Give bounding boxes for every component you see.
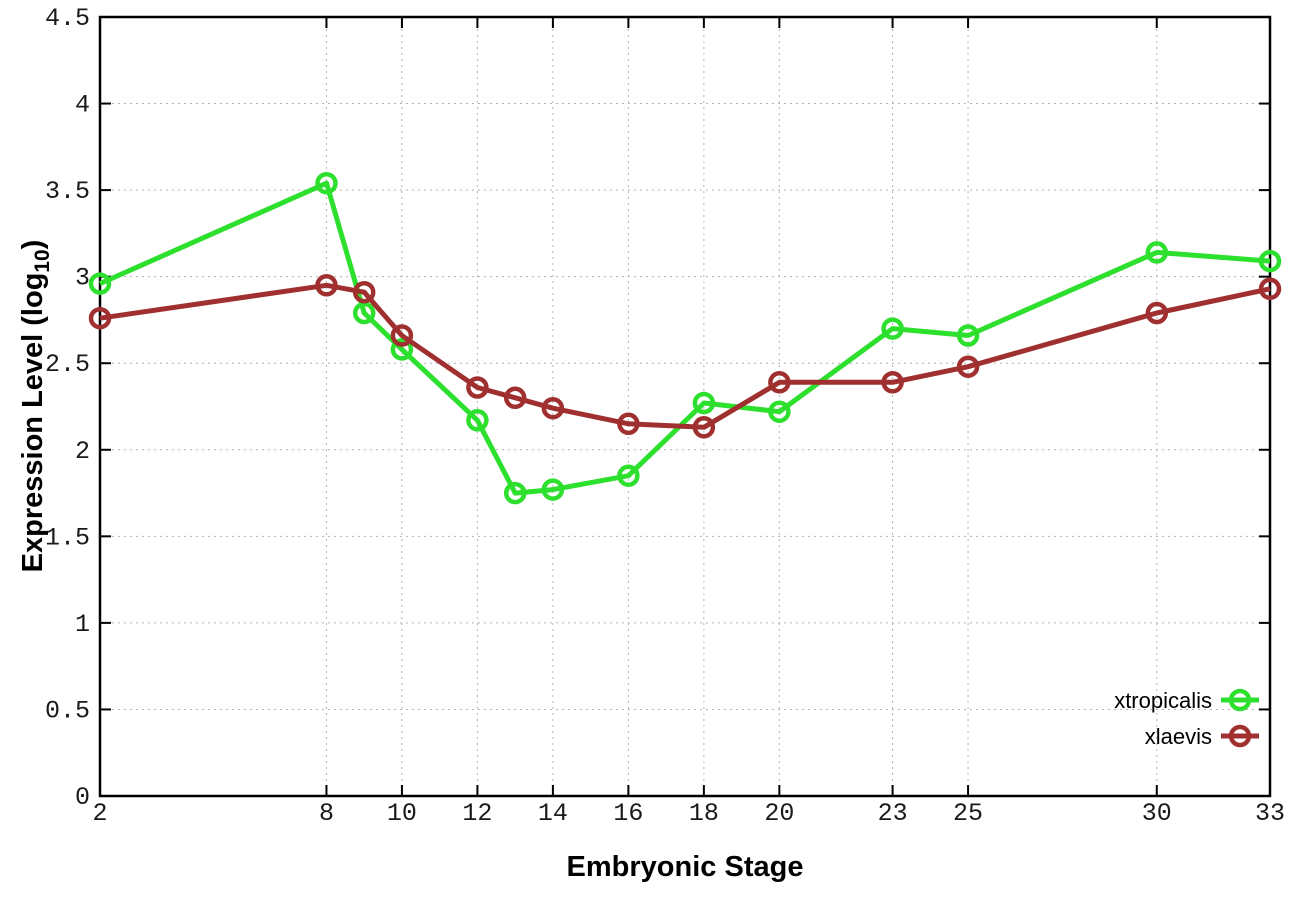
x-tick-labels: 2 8 10 12 14 16 18 20 23 25 30 33	[92, 799, 1285, 828]
y-tick-labels: 0 0.5 1 1.5 2 2.5 3 3.5 4 4.5	[45, 4, 90, 812]
series-xlaevis	[88, 274, 1282, 439]
y-tick-label: 3	[75, 264, 90, 293]
x-tick-label: 10	[387, 799, 417, 828]
x-tick-label: 30	[1142, 799, 1172, 828]
x-tick-label: 14	[538, 799, 568, 828]
x-tick-label: 33	[1255, 799, 1285, 828]
data-point-marker	[315, 171, 338, 195]
data-point-marker	[315, 274, 338, 297]
data-point-marker	[88, 306, 112, 330]
legend-marker-icon	[1228, 688, 1252, 712]
data-point-marker	[503, 386, 527, 410]
legend: xtropicalis xlaevis	[1114, 688, 1259, 749]
y-tick-label: 0.5	[45, 696, 90, 725]
data-point-marker	[881, 317, 904, 340]
data-point-marker	[1145, 241, 1169, 264]
legend-marker-icon	[1228, 724, 1252, 748]
data-point-marker	[956, 355, 980, 378]
x-tick-label: 8	[319, 799, 334, 828]
data-point-marker	[88, 272, 112, 295]
data-point-marker	[1145, 301, 1169, 325]
y-tick-label: 4.5	[45, 4, 90, 33]
y-axis-title: Expression Level (log10)	[17, 240, 55, 573]
legend-item-xlaevis: xlaevis	[1145, 724, 1259, 749]
data-point-marker	[692, 391, 716, 415]
tick-marks	[99, 16, 1271, 797]
data-point-marker	[352, 280, 376, 304]
data-point-marker	[768, 371, 791, 394]
x-tick-label: 16	[613, 799, 643, 828]
legend-label: xtropicalis	[1114, 688, 1212, 713]
data-point-marker	[768, 400, 791, 423]
series-line-xlaevis	[99, 282, 1271, 430]
x-tick-label: 23	[878, 799, 908, 828]
data-point-marker	[692, 416, 716, 439]
x-tick-label: 12	[462, 799, 492, 828]
gridlines	[99, 16, 1271, 797]
series-xtropicalis	[88, 171, 1282, 505]
data-point-marker	[541, 478, 565, 501]
y-tick-label: 0	[75, 783, 90, 812]
y-tick-label: 4	[75, 91, 90, 120]
data-point-marker	[1258, 277, 1282, 301]
plot-border	[98, 15, 1272, 798]
series-line-xtropicalis	[98, 180, 1271, 496]
data-point-marker	[541, 396, 565, 420]
data-point-marker	[617, 412, 640, 436]
data-point-marker	[466, 409, 489, 432]
x-axis-title: Embryonic Stage	[566, 851, 804, 883]
y-tick-label: 2.5	[45, 350, 90, 379]
data-point-marker	[503, 481, 527, 505]
x-tick-label: 20	[764, 799, 794, 828]
data-point-marker	[1258, 249, 1282, 273]
data-point-marker	[881, 371, 904, 394]
legend-item-xtropicalis: xtropicalis	[1114, 688, 1259, 713]
y-axis-title-subscript: 10	[30, 249, 54, 273]
data-point-marker	[390, 324, 414, 347]
x-tick-label: 2	[92, 799, 107, 828]
y-tick-label: 1.5	[45, 523, 90, 552]
data-point-marker	[956, 324, 980, 347]
data-point-marker	[466, 376, 489, 399]
x-tick-label: 25	[953, 799, 983, 828]
y-tick-label: 1	[75, 610, 90, 639]
data-point-marker	[352, 301, 376, 325]
y-axis-title-close: )	[17, 239, 50, 250]
y-tick-label: 2	[75, 437, 90, 466]
data-point-marker	[390, 338, 414, 361]
data-point-marker	[617, 464, 640, 487]
x-tick-label: 18	[689, 799, 719, 828]
y-tick-label: 3.5	[45, 177, 90, 206]
y-axis-title-text: Expression Level (log	[17, 272, 50, 573]
legend-label: xlaevis	[1145, 724, 1212, 749]
